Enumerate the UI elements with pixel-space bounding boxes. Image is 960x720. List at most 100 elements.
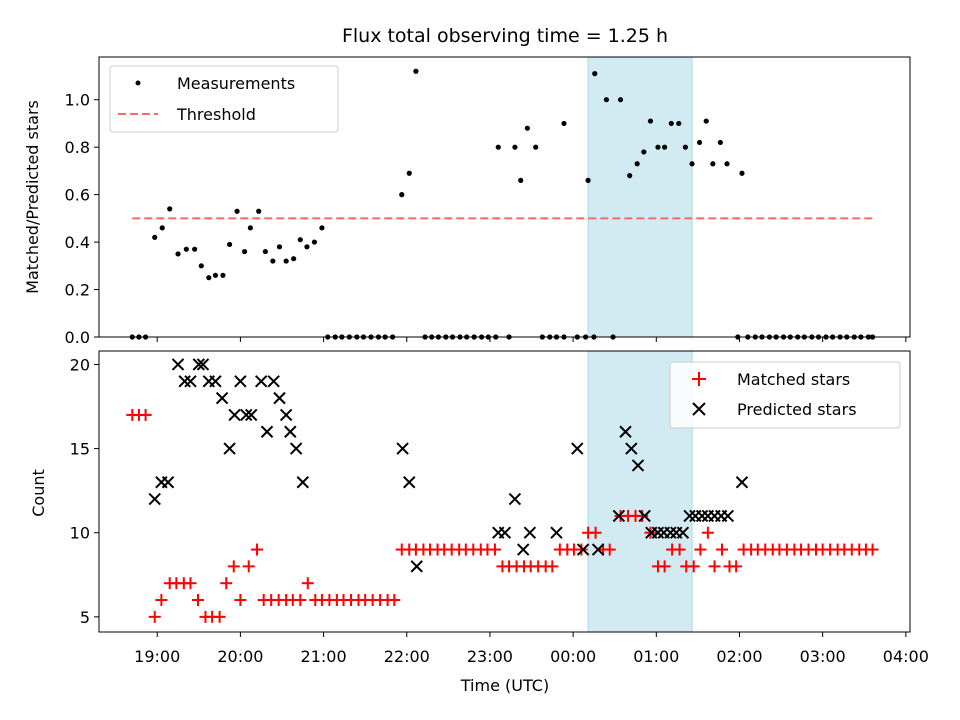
predicted-star-point — [612, 509, 626, 523]
predicted-star-point — [571, 442, 584, 455]
measurement-point — [647, 118, 654, 124]
bottom-y-axis-label: Count — [29, 469, 48, 517]
measurement-point — [297, 237, 303, 243]
predicted-star-point — [676, 526, 690, 539]
bottom-y-tick-label: 10 — [70, 524, 90, 543]
measurement-point — [167, 206, 173, 212]
predicted-star-point — [619, 425, 632, 438]
x-tick-label: 03:00 — [800, 647, 846, 666]
predicted-star-point — [267, 375, 280, 388]
measurement-point — [399, 192, 405, 198]
measurement-point — [226, 241, 233, 248]
measurement-point — [206, 275, 212, 281]
measurement-point — [662, 144, 668, 150]
top-panel: 0.0 0.2 0.4 0.6 0.8 1.0 — [65, 56, 911, 347]
measurement-point — [603, 97, 609, 103]
measurement-point — [641, 149, 647, 155]
bottom-y-tick-label: 15 — [70, 440, 90, 459]
x-tick-label: 19:00 — [134, 647, 180, 666]
legend-measurements-label: Measurements — [177, 74, 295, 93]
matched-star-point — [694, 543, 707, 556]
measurement-point — [495, 144, 501, 150]
predicted-star-point — [284, 425, 297, 438]
measurement-point — [682, 144, 689, 150]
x-tick-label: 22:00 — [384, 647, 430, 666]
x-tick-label: 23:00 — [467, 647, 513, 666]
top-highlight-span — [587, 56, 693, 338]
measurement-point — [627, 173, 633, 179]
measurement-point — [319, 225, 325, 231]
predicted-star-point — [410, 560, 423, 573]
matched-star-point — [575, 543, 588, 556]
matched-star-point — [730, 560, 743, 573]
legend-measurement-marker — [135, 80, 141, 86]
matched-star-point — [488, 543, 501, 556]
measurement-point — [592, 71, 598, 77]
matched-star-point — [155, 594, 168, 607]
top-y-tick-label: 1.0 — [65, 91, 90, 110]
measurement-point — [739, 170, 745, 176]
measurement-point — [696, 139, 703, 146]
matched-star-point — [603, 543, 616, 556]
measurement-point — [247, 225, 253, 231]
predicted-star-point — [279, 408, 293, 422]
matched-star-point — [636, 509, 649, 522]
matched-star-point — [687, 560, 700, 573]
predicted-star-point — [240, 408, 253, 422]
bottom-legend: Matched stars Predicted stars — [669, 361, 901, 429]
predicted-star-point — [735, 476, 749, 489]
x-axis-label: Time (UTC) — [460, 676, 549, 695]
predicted-star-point — [631, 459, 645, 472]
measurement-point — [212, 272, 219, 278]
matched-star-point — [148, 610, 161, 623]
predicted-star-point — [209, 375, 222, 388]
measurement-point — [585, 177, 591, 183]
predicted-star-point — [178, 375, 191, 388]
predicted-star-point — [289, 442, 303, 455]
measurement-point — [512, 144, 518, 150]
predicted-star-point — [508, 492, 522, 506]
matched-star-point — [242, 560, 255, 573]
predicted-star-point — [498, 526, 512, 539]
measurement-point — [710, 161, 716, 167]
measurement-point — [717, 139, 723, 146]
matched-star-point — [708, 560, 721, 573]
bottom-y-tick-label: 5 — [80, 608, 90, 627]
top-y-tick-label: 0.8 — [65, 138, 90, 157]
measurement-point — [533, 144, 539, 150]
predicted-star-point — [228, 408, 241, 422]
top-y-axis-label: Matched/Predicted stars — [23, 100, 42, 294]
measurement-point — [234, 208, 240, 214]
measurement-point — [175, 251, 181, 257]
predicted-star-point — [651, 526, 665, 539]
measurement-point — [241, 248, 248, 255]
measurement-point — [676, 120, 682, 127]
measurement-point — [220, 272, 226, 278]
legend-matched-marker — [692, 372, 706, 386]
top-y-tick-label: 0.2 — [65, 281, 90, 300]
matched-star-point — [658, 560, 671, 573]
x-tick-label: 01:00 — [633, 647, 679, 666]
matched-star-point — [139, 408, 152, 421]
predicted-star-point — [223, 442, 236, 455]
measurement-point — [518, 177, 524, 183]
legend-matched-label: Matched stars — [737, 370, 850, 389]
matched-star-point — [589, 526, 602, 539]
matched-star-point — [546, 560, 559, 573]
matched-star-point — [227, 560, 240, 573]
top-axes-frame — [98, 56, 911, 338]
matched-star-point — [301, 577, 314, 590]
predicted-star-point — [234, 375, 247, 388]
predicted-star-point — [517, 543, 530, 556]
measurement-point — [655, 144, 661, 150]
predicted-star-point — [254, 375, 268, 388]
matched-star-point — [673, 543, 686, 556]
chart-title: Flux total observing time = 1.25 h — [342, 25, 668, 47]
predicted-star-point — [721, 509, 735, 523]
x-tick-label: 00:00 — [550, 647, 596, 666]
predicted-star-point — [550, 526, 563, 539]
measurement-point — [152, 234, 158, 240]
measurement-point — [262, 248, 268, 255]
predicted-star-point — [403, 476, 416, 489]
